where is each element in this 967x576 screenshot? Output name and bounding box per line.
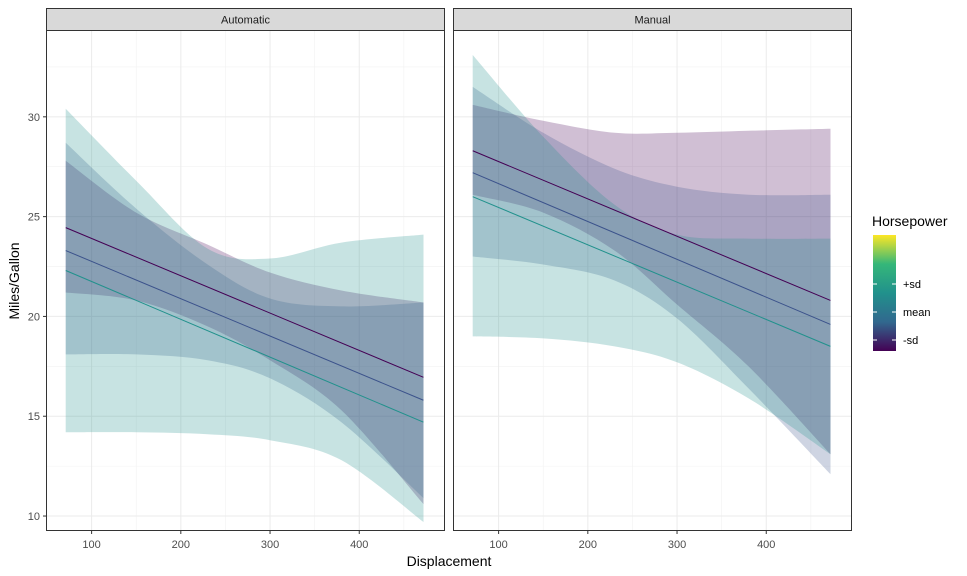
panel-automatic: Automatic 100 200 300 400 10 15 20 25 30 <box>28 8 445 551</box>
manual-plus-sd-confidence-band <box>472 55 831 455</box>
x-axis-title: Displacement <box>407 553 492 569</box>
panel-manual: Manual 100 200 300 400 <box>453 8 852 551</box>
manual-x-tick-label: 200 <box>579 539 597 551</box>
panel-automatic-bands <box>65 108 424 523</box>
manual-x-tick-label: 400 <box>757 539 775 551</box>
legend: Horsepower +sd mean -sd <box>872 213 948 351</box>
automatic-plus-sd-confidence-band <box>65 108 424 523</box>
legend-label: mean <box>903 307 931 319</box>
y-tick-label: 15 <box>28 411 40 423</box>
legend-title: Horsepower <box>872 213 948 229</box>
manual-x-tick-label: 100 <box>489 539 507 551</box>
panel-manual-x-axis: 100 200 300 400 <box>489 530 775 551</box>
legend-ticks: +sd mean -sd <box>873 279 931 347</box>
y-tick-label: 20 <box>28 311 40 323</box>
automatic-x-tick-label: 400 <box>350 539 368 551</box>
legend-label: -sd <box>903 335 918 347</box>
panel-manual-plot-area <box>453 30 852 531</box>
automatic-plus-sd-line <box>65 270 424 423</box>
panel-manual-border <box>453 30 852 531</box>
legend-colorbar <box>873 235 896 351</box>
panel-manual-grid <box>454 31 851 530</box>
panel-manual-title: Manual <box>634 15 670 27</box>
panel-automatic-grid <box>47 31 444 530</box>
panel-manual-bands <box>472 55 831 475</box>
automatic-x-tick-label: 100 <box>82 539 100 551</box>
y-tick-label: 30 <box>28 112 40 124</box>
panel-automatic-x-axis: 100 200 300 400 <box>82 530 368 551</box>
manual-plus-sd-line <box>472 196 831 347</box>
panel-manual-lines <box>472 150 831 347</box>
y-axis-title: Miles/Gallon <box>6 242 22 319</box>
automatic-minus-sd-confidence-band <box>65 160 424 505</box>
y-tick-label: 10 <box>28 511 40 523</box>
automatic-minus-sd-line <box>65 227 424 378</box>
y-tick-label: 25 <box>28 212 40 224</box>
panel-automatic-y-axis: 10 15 20 25 30 <box>28 112 47 523</box>
manual-mean-line <box>472 172 831 325</box>
automatic-x-tick-label: 300 <box>261 539 279 551</box>
automatic-mean-line <box>65 250 424 401</box>
manual-minus-sd-confidence-band <box>472 104 831 455</box>
automatic-mean-confidence-band <box>65 142 424 499</box>
panel-automatic-lines <box>65 227 424 423</box>
panel-automatic-title: Automatic <box>221 15 270 27</box>
manual-mean-confidence-band <box>472 86 831 475</box>
manual-x-tick-label: 300 <box>668 539 686 551</box>
panel-automatic-plot-area <box>46 30 445 531</box>
panel-automatic-border <box>46 30 445 531</box>
automatic-x-tick-label: 200 <box>172 539 190 551</box>
manual-minus-sd-line <box>472 150 831 301</box>
legend-label: +sd <box>903 279 921 291</box>
